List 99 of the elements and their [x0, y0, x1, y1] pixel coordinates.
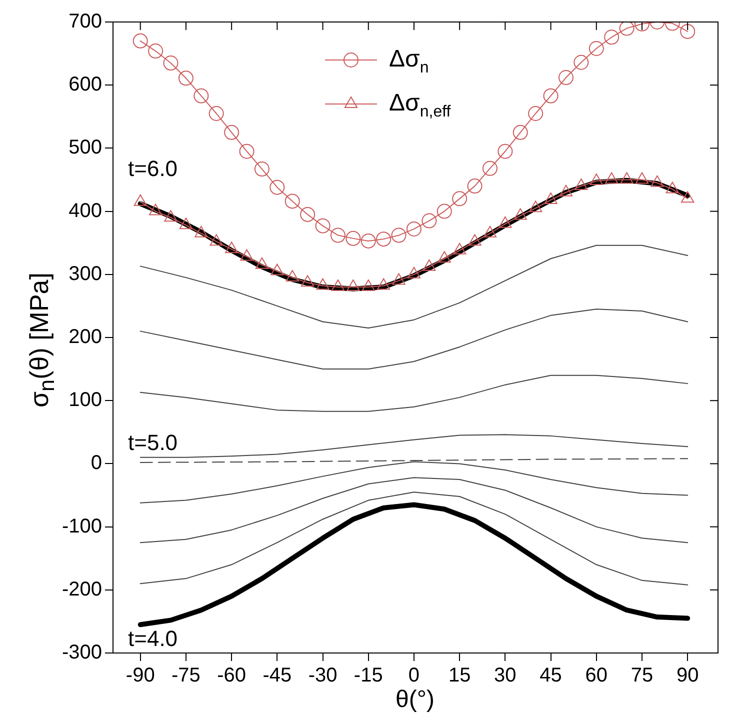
x-tick-label: -90: [126, 664, 155, 687]
point: [543, 88, 558, 104]
y-tick-label: 400: [68, 200, 102, 222]
point: [391, 228, 406, 243]
point: [422, 259, 436, 271]
point: [330, 228, 346, 243]
point: [574, 178, 588, 190]
point: [650, 175, 664, 187]
point: [164, 210, 178, 222]
point: [604, 30, 620, 45]
point: [681, 191, 694, 203]
point: [270, 180, 285, 195]
x-tick-label: 45: [540, 664, 562, 687]
point: [406, 221, 422, 236]
y-tick-label: 100: [68, 389, 102, 412]
y-tick-label: 500: [68, 136, 102, 159]
point: [346, 230, 361, 246]
point: [453, 242, 466, 254]
point: [438, 251, 451, 263]
point: [377, 278, 390, 290]
point: [407, 266, 421, 278]
point: [331, 280, 345, 292]
point: [436, 204, 452, 219]
point: [482, 160, 498, 176]
y-tick-label: 300: [68, 262, 102, 285]
point: [620, 172, 634, 184]
y-tick-label: 600: [68, 74, 102, 96]
point: [680, 24, 696, 39]
point: [360, 233, 376, 248]
point: [498, 144, 513, 159]
point: [240, 249, 254, 261]
point: [483, 226, 497, 238]
point: [619, 22, 634, 36]
point: [559, 184, 573, 196]
point: [392, 273, 406, 285]
point: [255, 257, 269, 269]
point: [134, 194, 147, 206]
point: [270, 264, 284, 276]
x-tick-label: -60: [217, 664, 246, 687]
x-tick-label: 30: [494, 664, 516, 687]
point: [635, 172, 649, 184]
point: [315, 218, 330, 234]
y-tick-label: 700: [68, 10, 102, 33]
point: [301, 275, 314, 287]
y-tick-label: -300: [62, 642, 102, 664]
point: [468, 234, 482, 246]
point: [529, 200, 542, 212]
annotation: t=4.0: [128, 626, 178, 652]
y-tick-label: -200: [62, 578, 102, 600]
x-tick-label: -30: [308, 664, 338, 687]
point: [178, 70, 194, 86]
point: [284, 194, 300, 209]
point: [346, 280, 360, 292]
point: [300, 206, 316, 222]
point: [452, 191, 468, 206]
point: [514, 208, 527, 220]
point: [512, 124, 528, 140]
point: [194, 88, 209, 104]
point: [666, 182, 679, 194]
point: [132, 33, 148, 48]
point: [467, 178, 482, 194]
point: [316, 278, 330, 290]
point: [254, 162, 270, 177]
point: [224, 124, 240, 140]
y-tick-label: 200: [68, 326, 102, 348]
y-tick-label: 0: [90, 452, 102, 474]
x-tick-label: 75: [630, 664, 654, 687]
x-tick-label: -75: [172, 664, 200, 687]
point: [208, 106, 224, 121]
point: [362, 280, 375, 292]
point: [225, 242, 238, 254]
point: [286, 270, 299, 282]
point: [498, 216, 512, 228]
point: [528, 106, 544, 121]
point: [422, 213, 437, 228]
point: [588, 41, 604, 56]
x-tick-label: 90: [676, 664, 699, 687]
point: [163, 56, 178, 71]
annotation: t=5.0: [128, 430, 178, 456]
x-tick-label: 0: [408, 664, 420, 687]
x-tick-label: 15: [448, 664, 471, 687]
point: [149, 204, 162, 216]
point: [558, 70, 574, 86]
point: [179, 218, 193, 230]
point: [590, 174, 603, 186]
x-tick-label: -15: [354, 664, 383, 687]
point: [574, 54, 589, 70]
point: [210, 234, 223, 246]
x-tick-label: -45: [262, 664, 292, 687]
x-axis-title: θ(°): [396, 686, 434, 714]
point: [605, 172, 618, 184]
point: [148, 44, 164, 59]
point: [194, 226, 208, 238]
annotation: t=6.0: [128, 156, 178, 182]
point: [376, 232, 392, 247]
y-tick-label: -100: [62, 515, 102, 538]
x-tick-label: 60: [585, 664, 608, 687]
point: [544, 192, 558, 204]
point: [239, 144, 254, 159]
